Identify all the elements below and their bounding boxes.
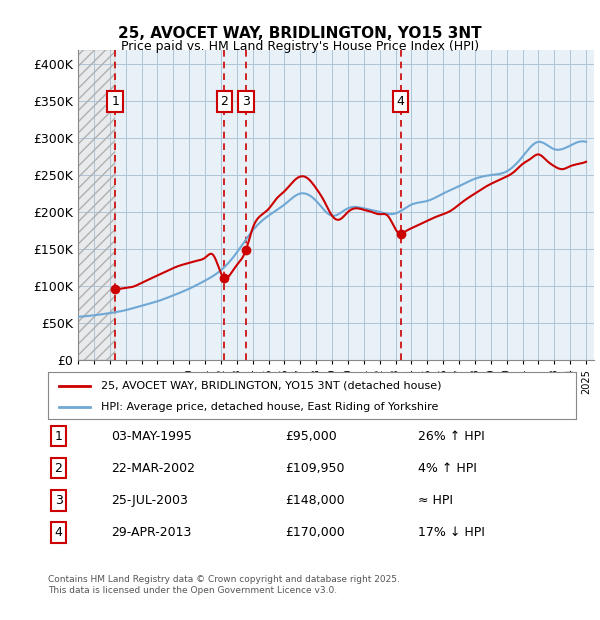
Text: 3: 3 [242,95,250,108]
Text: 1: 1 [55,430,62,443]
Text: 25, AVOCET WAY, BRIDLINGTON, YO15 3NT: 25, AVOCET WAY, BRIDLINGTON, YO15 3NT [118,26,482,41]
Text: £148,000: £148,000 [286,494,345,507]
Text: 2: 2 [220,95,229,108]
Text: 25-JUL-2003: 25-JUL-2003 [112,494,188,507]
Text: 1: 1 [111,95,119,108]
Bar [78,50,115,360]
Text: 26% ↑ HPI: 26% ↑ HPI [418,430,484,443]
Text: £109,950: £109,950 [286,462,345,475]
Text: 4: 4 [55,526,62,539]
Text: 25, AVOCET WAY, BRIDLINGTON, YO15 3NT (detached house): 25, AVOCET WAY, BRIDLINGTON, YO15 3NT (d… [101,381,442,391]
Bar [78,50,115,360]
Text: 2: 2 [55,462,62,475]
Text: 17% ↓ HPI: 17% ↓ HPI [418,526,484,539]
Text: 03-MAY-1995: 03-MAY-1995 [112,430,192,443]
Text: £95,000: £95,000 [286,430,337,443]
Text: 4% ↑ HPI: 4% ↑ HPI [418,462,476,475]
Text: HPI: Average price, detached house, East Riding of Yorkshire: HPI: Average price, detached house, East… [101,402,438,412]
Text: 22-MAR-2002: 22-MAR-2002 [112,462,196,475]
Text: 3: 3 [55,494,62,507]
Text: 29-APR-2013: 29-APR-2013 [112,526,192,539]
Text: Contains HM Land Registry data © Crown copyright and database right 2025.
This d: Contains HM Land Registry data © Crown c… [48,575,400,595]
Text: ≈ HPI: ≈ HPI [418,494,452,507]
Text: 4: 4 [397,95,404,108]
Text: £170,000: £170,000 [286,526,346,539]
Text: Price paid vs. HM Land Registry's House Price Index (HPI): Price paid vs. HM Land Registry's House … [121,40,479,53]
